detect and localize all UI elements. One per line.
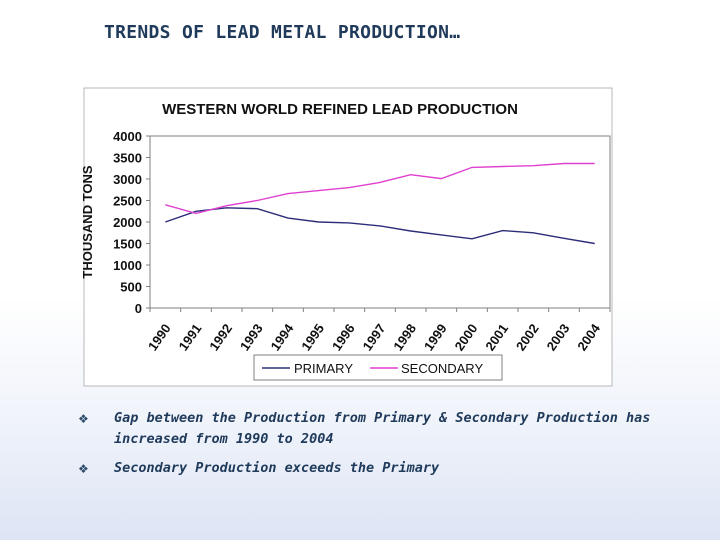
chart-title: WESTERN WORLD REFINED LEAD PRODUCTION: [162, 101, 518, 118]
bullet-icon-2: ❖: [78, 462, 89, 476]
y-tick-label: 0: [135, 301, 142, 316]
legend-label-secondary: SECONDARY: [401, 361, 483, 376]
y-tick-label: 3500: [113, 151, 142, 166]
plot-area: [149, 135, 611, 309]
slide-title: TRENDS OF LEAD METAL PRODUCTION…: [104, 22, 461, 43]
y-axis-label: THOUSAND TONS: [80, 165, 95, 278]
y-tick-label: 2500: [113, 194, 142, 209]
y-tick-label: 500: [120, 280, 142, 295]
y-tick-label: 3000: [113, 172, 142, 187]
legend-label-primary: PRIMARY: [294, 361, 353, 376]
y-tick-label: 2000: [113, 215, 142, 230]
bullet-icon-1: ❖: [78, 412, 89, 426]
bullet-text-1: Gap between the Production from Primary …: [114, 410, 651, 447]
y-tick-label: 1500: [113, 237, 142, 252]
series-line-secondary: [165, 162, 595, 215]
bullet-text-2: Secondary Production exceeds the Primary: [114, 460, 440, 476]
series-line-primary: [165, 207, 595, 245]
y-tick-label: 4000: [113, 129, 142, 144]
y-tick-label: 1000: [113, 258, 142, 273]
